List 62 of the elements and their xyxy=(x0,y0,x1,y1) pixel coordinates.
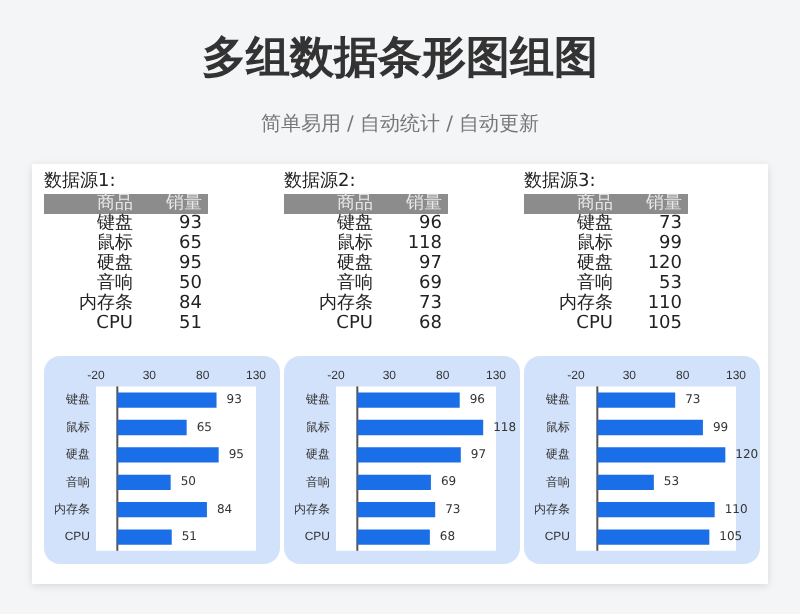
category-label: 硬盘 xyxy=(334,254,375,274)
bar xyxy=(357,529,430,545)
text: 商品 xyxy=(44,194,139,214)
bar xyxy=(597,419,703,436)
text: 数据源3: xyxy=(524,172,598,193)
data-label: 105 xyxy=(645,314,684,334)
category-label: 鼠标 xyxy=(574,234,615,254)
bar xyxy=(597,447,726,463)
bar xyxy=(357,392,460,408)
text: 数据源1: xyxy=(44,172,118,193)
category-label: 键盘 xyxy=(334,214,375,234)
text: 销量 xyxy=(378,194,448,214)
bar xyxy=(597,529,710,545)
bar xyxy=(357,474,431,490)
data-label: 84 xyxy=(177,294,204,314)
bar xyxy=(117,447,219,463)
category-label: CPU xyxy=(334,314,375,334)
text: 商品 xyxy=(284,194,379,214)
text: 多组数据条形图组图 xyxy=(200,32,600,88)
category-label: 键盘 xyxy=(94,214,135,234)
data-label: 50 xyxy=(177,274,204,294)
bar xyxy=(597,392,676,408)
data-label: 73 xyxy=(657,214,684,234)
category-label: CPU xyxy=(574,314,615,334)
data-label: 68 xyxy=(417,314,444,334)
data-label: 53 xyxy=(657,274,684,294)
text: 销量 xyxy=(618,194,688,214)
data-label: 110 xyxy=(645,294,684,314)
category-label: 键盘 xyxy=(574,214,615,234)
text: 数据源2: xyxy=(284,172,358,193)
category-label: 音响 xyxy=(336,274,375,294)
data-label: 73 xyxy=(417,294,444,314)
data-label: 96 xyxy=(417,214,444,234)
category-label: 硬盘 xyxy=(574,254,615,274)
category-label: 音响 xyxy=(96,274,135,294)
data-label: 65 xyxy=(177,234,204,254)
data-label: 69 xyxy=(417,274,444,294)
data-label: 120 xyxy=(645,254,684,274)
data-label: 97 xyxy=(417,254,444,274)
category-label: 音响 xyxy=(576,274,615,294)
data-label: 93 xyxy=(177,214,204,234)
bar xyxy=(117,392,217,408)
category-label: 鼠标 xyxy=(94,234,135,254)
bar xyxy=(117,419,187,436)
bar xyxy=(597,474,654,490)
text: 销量 xyxy=(138,194,208,214)
category-label: CPU xyxy=(94,314,135,334)
bar xyxy=(357,447,461,463)
bar xyxy=(597,502,715,518)
data-label: 118 xyxy=(405,234,444,254)
category-label: 鼠标 xyxy=(334,234,375,254)
data-label: 51 xyxy=(177,314,204,334)
text: 商品 xyxy=(524,194,619,214)
data-label: 95 xyxy=(177,254,204,274)
bar xyxy=(357,419,484,436)
text: 简单易用 / 自动统计 / 自动更新 xyxy=(258,111,542,138)
category-label: 硬盘 xyxy=(94,254,135,274)
bar xyxy=(117,502,207,518)
bar xyxy=(357,502,436,518)
data-label: 99 xyxy=(657,234,684,254)
bar xyxy=(117,474,171,490)
bar xyxy=(117,529,172,545)
